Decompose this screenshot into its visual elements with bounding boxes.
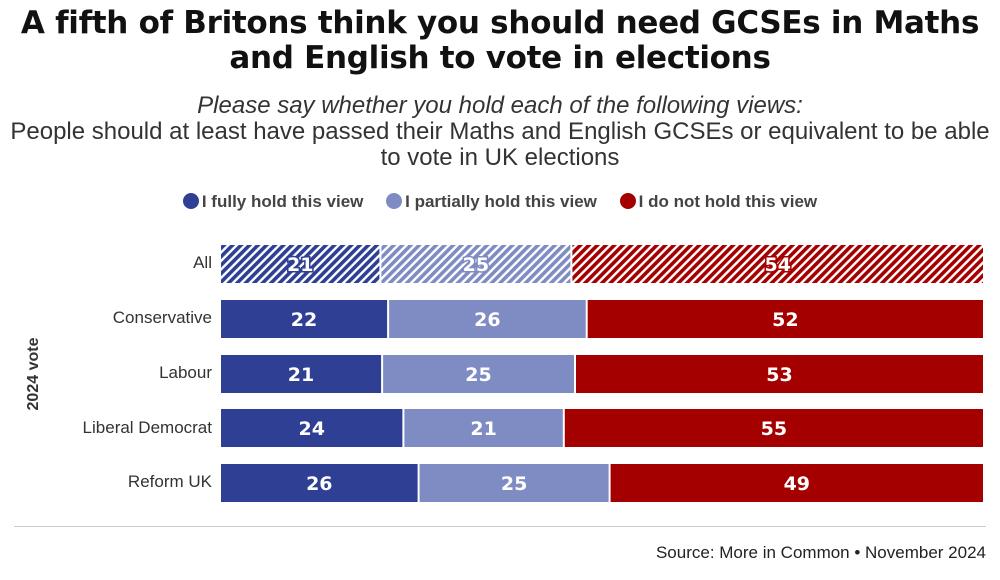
legend: I fully hold this view I partially hold … [0,192,1000,212]
legend-item-fully: I fully hold this view [182,192,364,212]
value-label-conservative-series-3: 52 [772,309,798,331]
bar-conservative-series-2 [389,300,586,338]
bar-all-series-3 [572,245,983,283]
category-label-labour: Labour [159,363,212,382]
bar-labour-series-2 [383,355,574,393]
value-label-all-series-1: 21 [287,254,313,276]
bar-labour-series-3 [576,355,983,393]
legend-swatch-partially [386,193,403,209]
bar-all-series-1 [221,245,380,283]
bar-liberal-democrat-series-2 [404,409,563,447]
bar-liberal-democrat-series-3 [564,409,983,447]
value-label-liberal-democrat-series-2: 21 [470,418,496,440]
value-label-reform-uk-series-1: 26 [306,473,332,495]
bar-reform-uk-series-1 [221,464,418,502]
value-label-all-series-2: 25 [463,254,489,276]
subtitle-question: Please say whether you hold each of the … [197,92,803,119]
chart-subtitle: Please say whether you hold each of the … [0,93,1000,171]
bar-liberal-democrat-series-1 [221,409,403,447]
bar-all-series-2 [381,245,571,283]
value-label-liberal-democrat-series-1: 24 [298,418,324,440]
value-label-labour-series-2: 25 [465,364,491,386]
category-label-all: All [193,253,212,272]
value-label-reform-uk-series-2: 25 [501,473,527,495]
category-label-liberal-democrat: Liberal Democrat [82,418,212,437]
legend-label-fully: I fully hold this view [201,192,364,211]
legend-item-not: I do not hold this view [619,192,818,212]
bar-labour-series-1 [221,355,382,393]
value-label-labour-series-3: 53 [766,364,792,386]
value-label-conservative-series-2: 26 [474,309,500,331]
bar-reform-uk-series-3 [610,464,983,502]
footer-divider [14,526,986,527]
chart-title: A fifth of Britons think you should need… [20,5,980,76]
value-label-liberal-democrat-series-3: 55 [761,418,787,440]
source-note: Source: More in Common • November 2024 [655,543,986,562]
legend-swatch-fully [182,193,199,209]
category-label-conservative: Conservative [112,308,212,327]
bar-conservative-series-3 [587,300,983,338]
value-label-reform-uk-series-3: 49 [784,473,810,495]
bar-reform-uk-series-2 [419,464,609,502]
legend-label-not: I do not hold this view [638,192,818,211]
legend-label-partially: I partially hold this view [405,192,597,211]
value-label-conservative-series-1: 22 [291,309,317,331]
value-label-all-series-3: 54 [764,254,790,276]
legend-swatch-not [619,193,636,209]
legend-item-partially: I partially hold this view [386,192,597,212]
bar-conservative-series-1 [221,300,388,338]
subtitle-statement: People should at least have passed their… [10,118,990,171]
value-label-labour-series-1: 21 [288,364,314,386]
category-label-reform-uk: Reform UK [127,472,212,491]
